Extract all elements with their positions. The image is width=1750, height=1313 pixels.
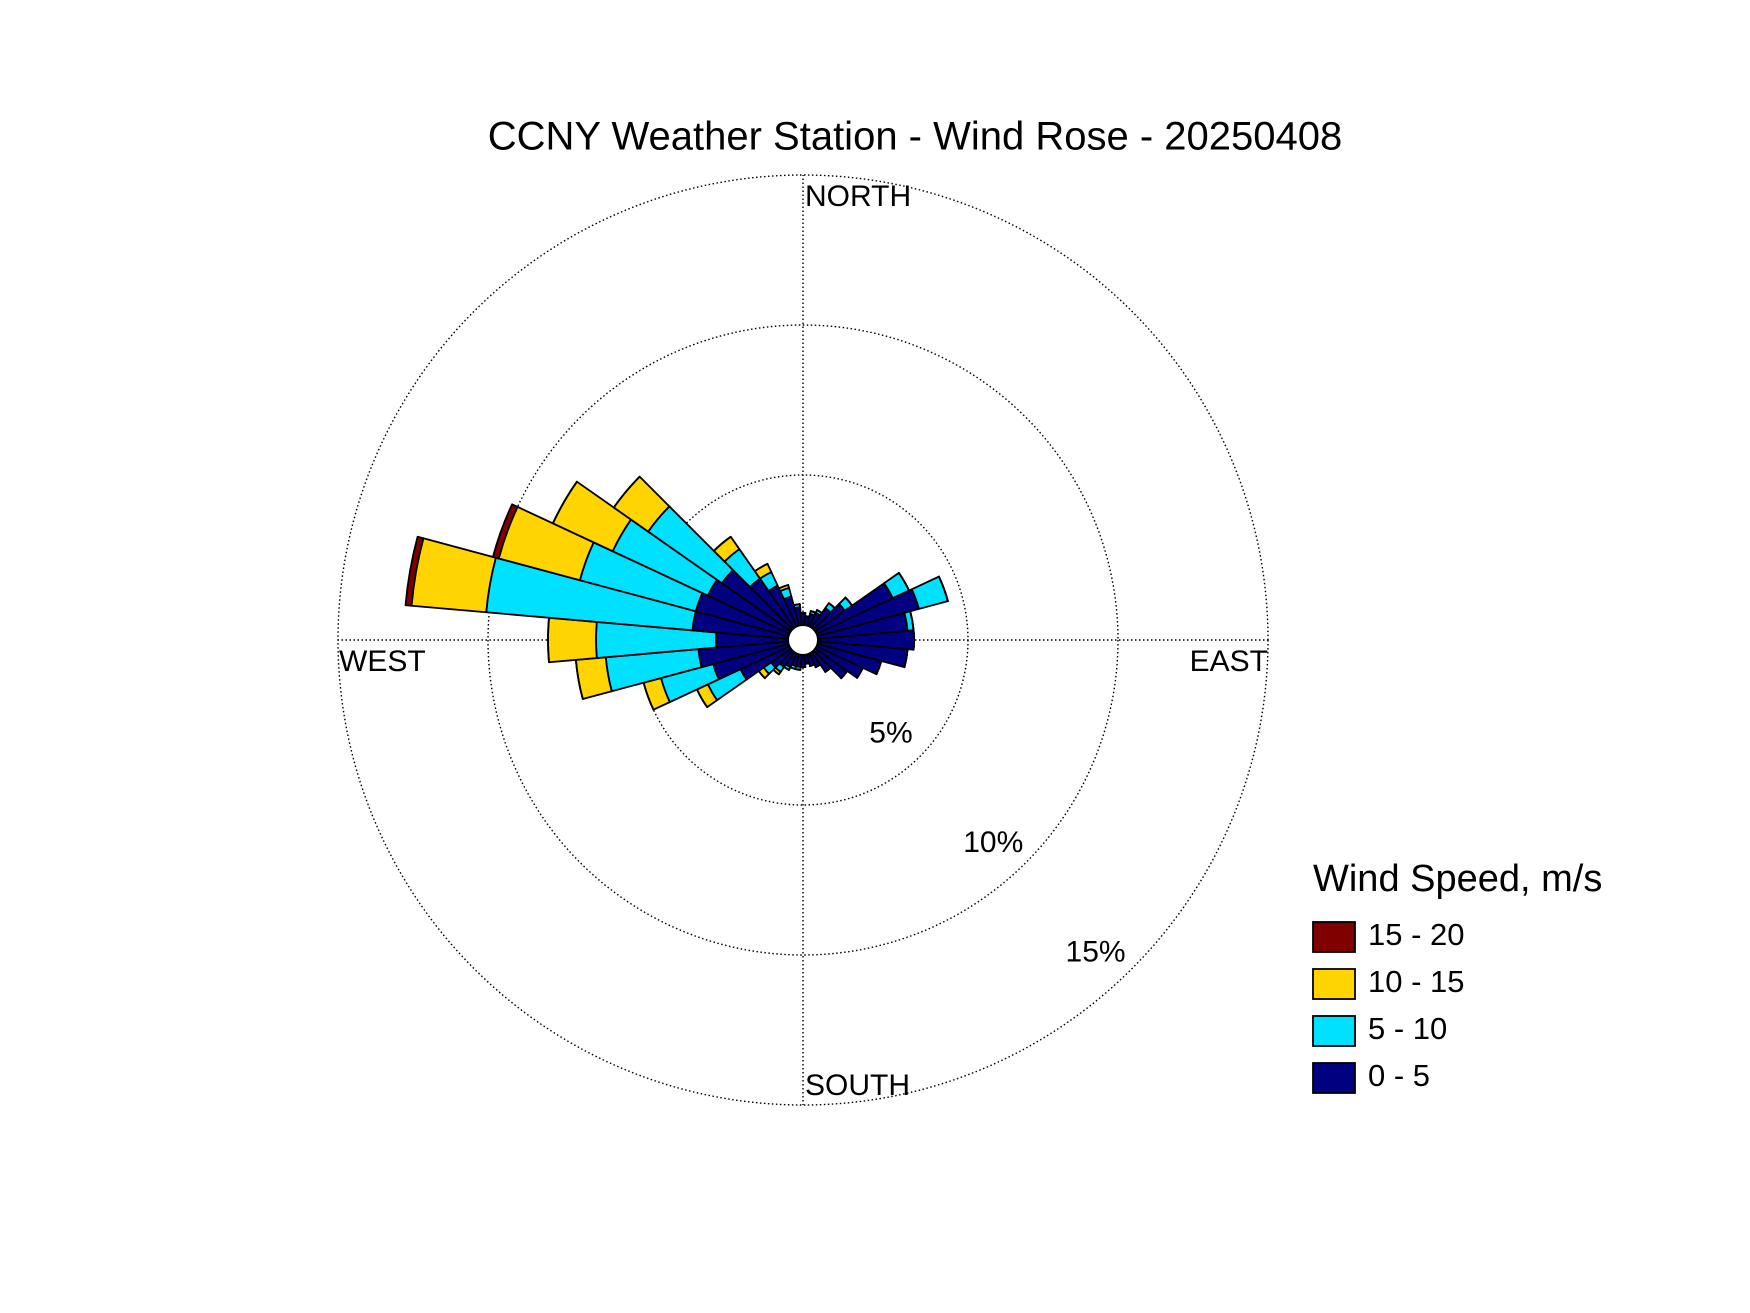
legend-swatch (1312, 1062, 1356, 1094)
wind-bar (713, 535, 732, 552)
bars-layer (404, 475, 949, 711)
wind-bar (492, 503, 519, 560)
wind-bar (814, 663, 822, 669)
wind-bar (792, 603, 801, 607)
wind-bar (547, 616, 550, 664)
legend-label: 15 - 20 (1368, 917, 1465, 952)
legend-label: 0 - 5 (1368, 1058, 1430, 1093)
wind-bar (875, 660, 883, 676)
direction-label: WEST (339, 645, 426, 678)
r-tick-label: 5% (869, 716, 912, 749)
wind-bar (856, 666, 864, 679)
wind-bar (824, 666, 832, 673)
legend-swatch (1312, 921, 1356, 953)
legend-title: Wind Speed, m/s (1313, 858, 1602, 900)
wind-bar (551, 480, 578, 525)
center-hole (787, 624, 819, 656)
legend-label: 10 - 15 (1368, 964, 1465, 999)
wind-bar (547, 616, 598, 664)
r-tick-label: 10% (963, 826, 1023, 859)
wind-bar (753, 562, 769, 573)
direction-label: EAST (1190, 645, 1268, 678)
direction-label: NORTH (805, 180, 911, 213)
wind-bar (404, 535, 425, 607)
grid-layer (337, 174, 1269, 1106)
wind-bar (809, 663, 816, 667)
wind-bar (938, 575, 949, 603)
wind-bar (840, 670, 849, 680)
chart-title: CCNY Weather Station - Wind Rose - 20250… (488, 115, 1343, 159)
wind-bar (778, 584, 790, 590)
direction-label: SOUTH (805, 1069, 910, 1102)
legend-swatch (1312, 1015, 1356, 1047)
wind-bar (612, 475, 641, 509)
legend-label: 5 - 10 (1368, 1011, 1447, 1046)
wind-bar (903, 648, 909, 669)
legend-swatch (1312, 968, 1356, 1000)
r-tick-label: 15% (1066, 936, 1126, 969)
grid-ring (487, 324, 1119, 956)
